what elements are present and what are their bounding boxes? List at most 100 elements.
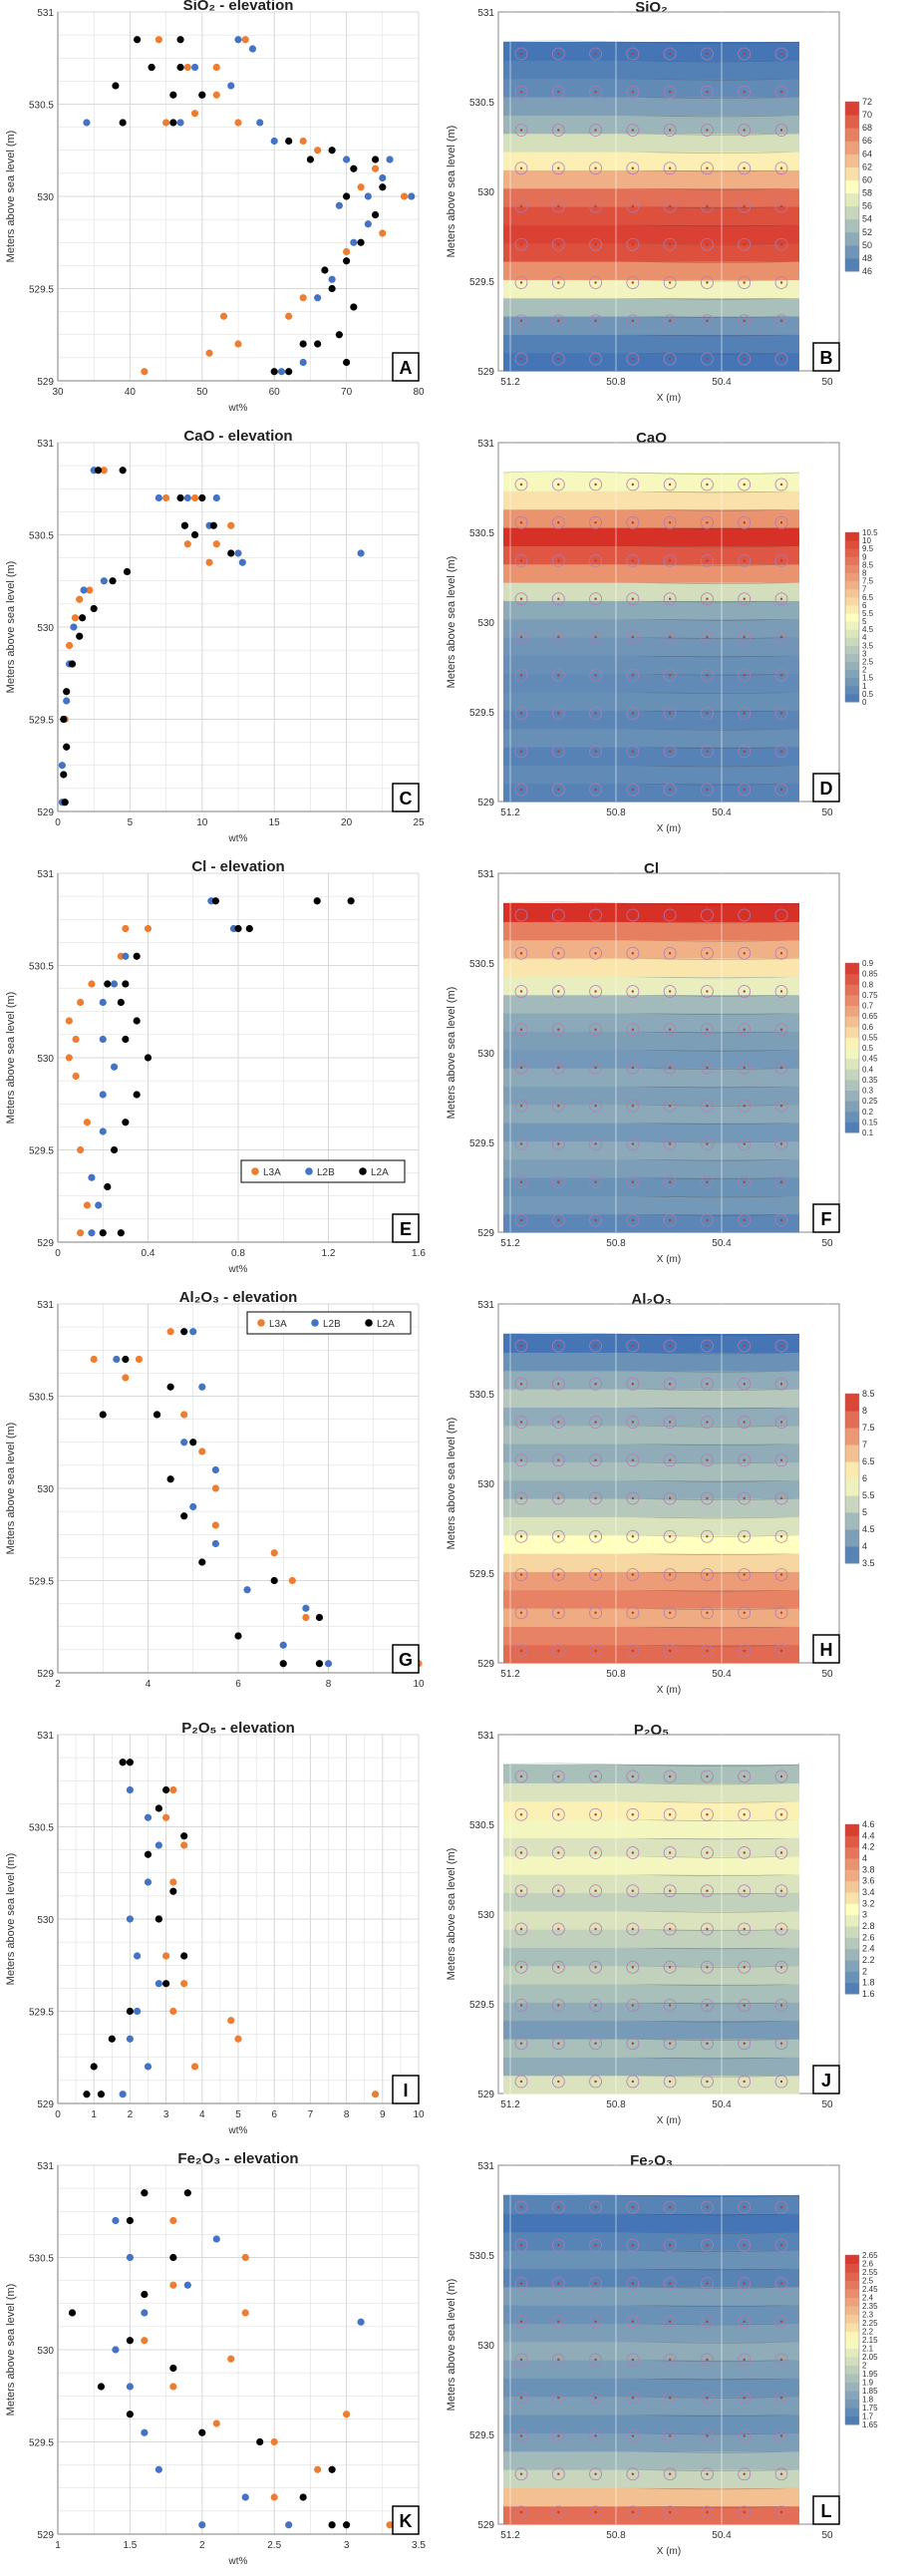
sample-dot xyxy=(631,1028,635,1031)
sample-marker xyxy=(738,85,752,99)
x-tick-label: 5 xyxy=(235,2109,241,2120)
sample-dot xyxy=(519,2282,523,2285)
sample-dot xyxy=(706,357,709,361)
data-point-l2b xyxy=(83,119,91,127)
sample-marker xyxy=(626,85,640,99)
sample-dot xyxy=(557,1611,560,1614)
sample-dot xyxy=(557,1066,560,1070)
colorbar-tick-label: 2.35 xyxy=(862,2302,878,2311)
data-point-l2a xyxy=(227,549,235,557)
legend-label: L2A xyxy=(371,1167,389,1178)
scatter-title: SiO₂ - elevation xyxy=(183,0,294,14)
data-point-l2a xyxy=(313,897,321,905)
contour-band xyxy=(503,78,799,98)
data-point-l2b xyxy=(350,238,358,246)
y-tick-label: 529.5 xyxy=(469,277,494,288)
sample-marker xyxy=(663,85,677,99)
sample-marker xyxy=(738,1339,752,1353)
sample-marker xyxy=(514,1606,528,1620)
sample-marker xyxy=(626,1884,640,1898)
sample-dot xyxy=(743,1383,746,1386)
sample-dot xyxy=(668,1344,672,1348)
data-point-l2a xyxy=(180,1512,188,1520)
colorbar-tick-label: 7.5 xyxy=(862,1423,875,1433)
colorbar-tick-label: 62 xyxy=(862,161,872,171)
data-point-l2a xyxy=(371,156,380,163)
data-point-l2a xyxy=(97,2383,106,2391)
data-point-l2b xyxy=(189,1502,197,1511)
sample-dot xyxy=(519,674,523,677)
sample-dot xyxy=(594,1496,597,1500)
sample-marker xyxy=(589,2353,602,2367)
contour-band xyxy=(503,1534,799,1554)
sample-dot xyxy=(668,1573,672,1576)
sample-marker xyxy=(626,554,640,567)
y-tick-label: 530 xyxy=(477,1479,494,1490)
sample-marker xyxy=(774,1999,788,2012)
sample-dot xyxy=(519,281,523,284)
y-axis-label: Meters above sea level (m) xyxy=(5,561,17,694)
contour-band xyxy=(503,1947,799,1967)
sample-dot xyxy=(631,1383,635,1386)
panel-letter-box xyxy=(392,1644,420,1674)
sample-dot xyxy=(594,357,597,361)
data-point-l3a xyxy=(169,1878,177,1886)
colorbar-tick-label: 0.85 xyxy=(862,970,878,979)
colorbar-tick-label: 6.5 xyxy=(862,593,874,602)
colorbar-tick-label: 3.4 xyxy=(862,1887,875,1897)
sample-dot xyxy=(519,1344,523,1348)
colorbar-tick-label: 1.8 xyxy=(862,2396,874,2405)
sample-dot xyxy=(557,952,560,955)
sample-dot xyxy=(594,559,597,562)
sample-marker xyxy=(514,2238,528,2252)
contour-band xyxy=(503,316,799,335)
y-axis-label: Meters above sea level (m) xyxy=(5,992,17,1125)
sample-marker xyxy=(514,554,528,567)
sample-dot xyxy=(668,204,672,208)
sample-marker xyxy=(774,1568,788,1581)
contour-band xyxy=(503,224,799,244)
sample-marker xyxy=(626,2238,640,2252)
sample-dot xyxy=(668,243,672,246)
sample-dot xyxy=(519,1813,523,1816)
sample-dot xyxy=(519,750,523,753)
sample-dot xyxy=(594,990,597,993)
sample-dot xyxy=(779,952,783,955)
y-tick-label: 531 xyxy=(37,1731,54,1742)
data-point-l2a xyxy=(126,2007,134,2016)
colorbar-segment xyxy=(845,612,859,622)
x-tick-label: 0.4 xyxy=(142,1248,155,1259)
sample-dot xyxy=(519,2472,523,2475)
contour-band xyxy=(503,1892,799,1912)
sample-marker xyxy=(774,1529,788,1543)
colorbar-segment xyxy=(845,973,859,985)
panel-letter: L xyxy=(821,2501,832,2521)
data-point-l2b xyxy=(141,2309,149,2317)
data-point-l2a xyxy=(189,1439,197,1447)
sample-dot xyxy=(519,2510,523,2514)
sample-dot xyxy=(706,1421,709,1424)
contour-band xyxy=(503,563,799,583)
sample-marker xyxy=(774,1175,788,1189)
sample-dot xyxy=(706,129,709,132)
sample-marker xyxy=(551,85,565,99)
sample-dot xyxy=(668,1927,672,1931)
sample-dot xyxy=(631,243,635,246)
sample-marker xyxy=(551,1884,565,1898)
sample-marker xyxy=(701,745,714,759)
y-tick-label: 529.5 xyxy=(469,2430,494,2441)
contour-band xyxy=(503,261,799,280)
sample-marker xyxy=(551,1213,565,1227)
sample-marker xyxy=(663,2075,677,2089)
colorbar-segment xyxy=(845,1478,859,1496)
sample-dot xyxy=(519,1573,523,1576)
colorbar-tick-label: 1.7 xyxy=(862,2413,874,2421)
colorbar-tick-label: 8.5 xyxy=(862,1389,875,1399)
colorbar-segment xyxy=(845,179,859,194)
sample-marker xyxy=(589,1175,602,1189)
sample-dot xyxy=(668,2472,672,2475)
contour-band xyxy=(503,2039,799,2058)
data-point-l2b xyxy=(126,2253,134,2262)
y-tick-label: 530 xyxy=(477,1910,494,1921)
sample-marker xyxy=(589,707,602,720)
